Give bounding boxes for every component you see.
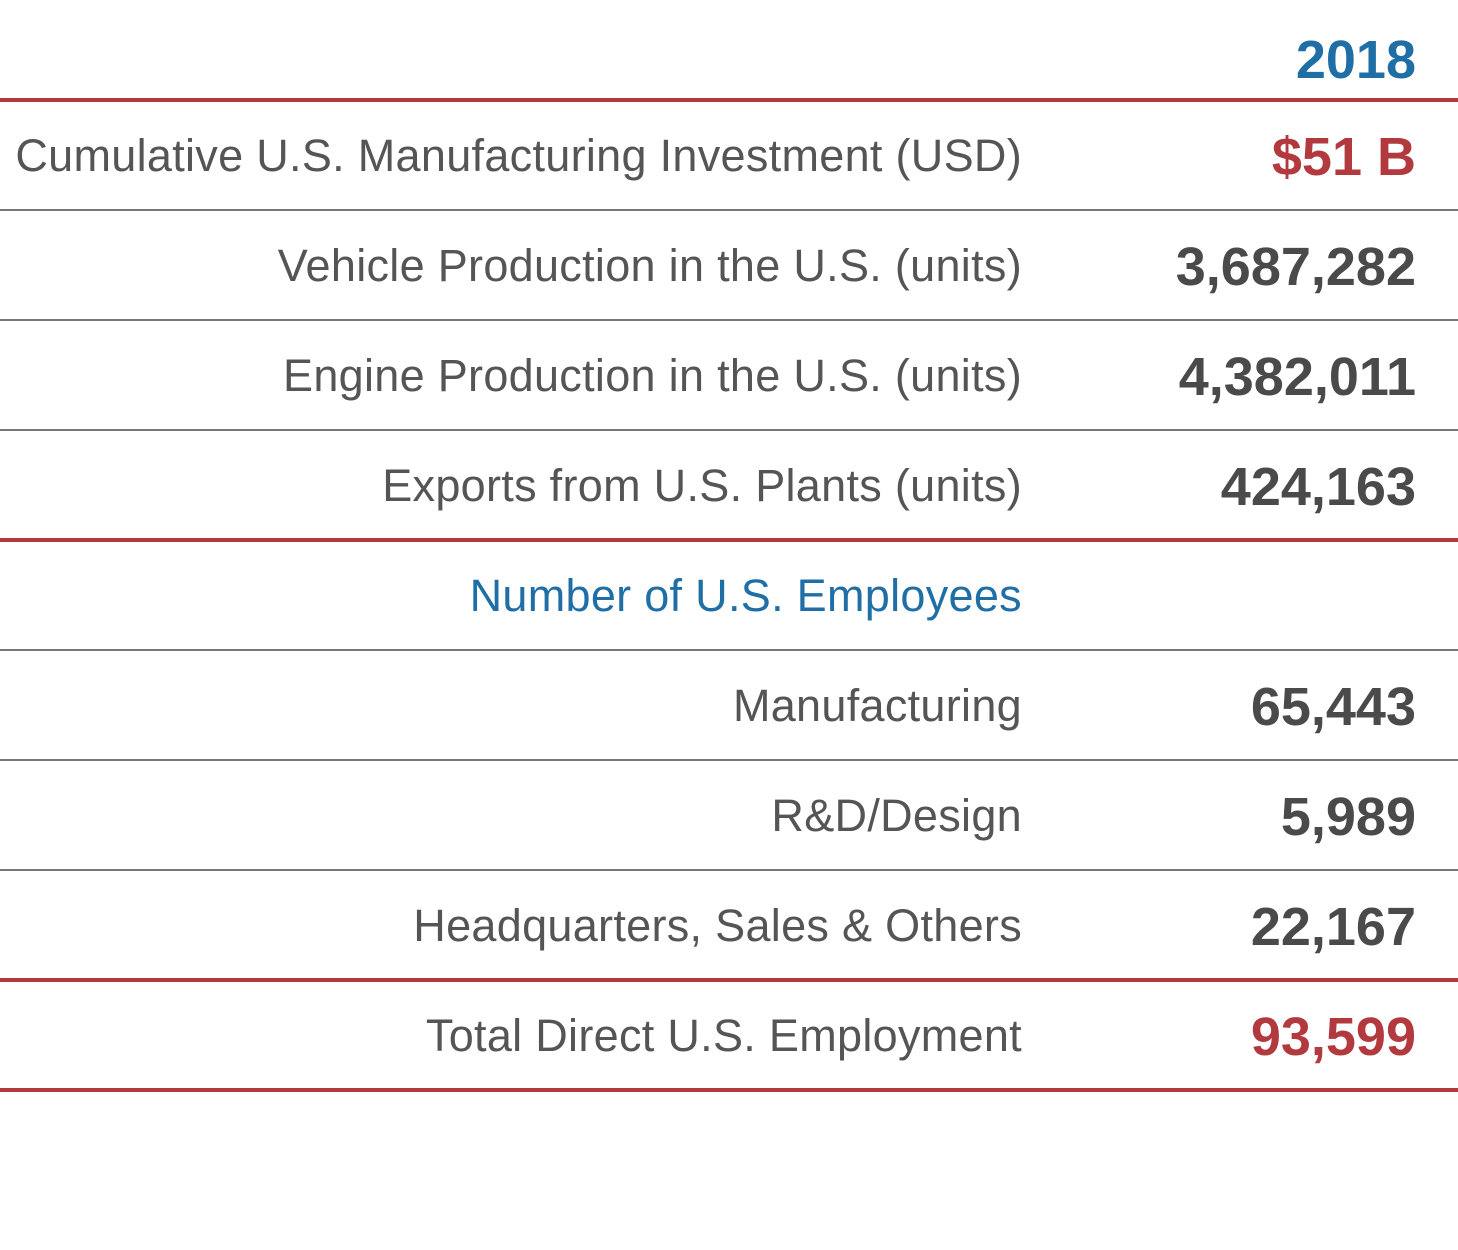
row-label: R&D/Design xyxy=(771,790,1022,841)
row-label: Vehicle Production in the U.S. (units) xyxy=(277,240,1022,291)
row-value: $51 B xyxy=(1271,127,1416,187)
table-row: Vehicle Production in the U.S. (units) 3,… xyxy=(0,210,1458,320)
row-label: Engine Production in the U.S. (units) xyxy=(283,350,1022,401)
row-label: Total Direct U.S. Employment xyxy=(425,1010,1022,1061)
table-row: Total Direct U.S. Employment 93,599 xyxy=(0,980,1458,1090)
divider-thick xyxy=(0,538,1458,542)
divider-thin xyxy=(0,649,1458,651)
row-value: 22,167 xyxy=(1250,897,1416,957)
divider-thick xyxy=(0,98,1458,102)
table-row: Manufacturing 65,443 xyxy=(0,650,1458,760)
row-value: 93,599 xyxy=(1250,1007,1416,1067)
table-row: Headquarters, Sales & Others 22,167 xyxy=(0,870,1458,980)
section-label: Number of U.S. Employees xyxy=(469,570,1022,621)
row-value: 4,382,011 xyxy=(1178,347,1416,407)
divider-thick xyxy=(0,1088,1458,1092)
table-row: Number of U.S. Employees xyxy=(0,540,1458,650)
column-header-year: 2018 xyxy=(1295,30,1416,90)
header-row: 2018 xyxy=(0,0,1458,100)
table-row: Exports from U.S. Plants (units) 424,163 xyxy=(0,430,1458,540)
table-row: Cumulative U.S. Manufacturing Investment… xyxy=(0,100,1458,210)
divider-thin xyxy=(0,319,1458,321)
row-label: Cumulative U.S. Manufacturing Investment… xyxy=(15,130,1022,181)
row-label: Headquarters, Sales & Others xyxy=(413,900,1022,951)
row-value: 5,989 xyxy=(1280,787,1416,847)
row-label: Exports from U.S. Plants (units) xyxy=(382,460,1022,511)
row-value: 3,687,282 xyxy=(1175,237,1416,297)
divider-thin xyxy=(0,429,1458,431)
divider-thin xyxy=(0,209,1458,211)
divider-thin xyxy=(0,759,1458,761)
table-row: Engine Production in the U.S. (units) 4,3… xyxy=(0,320,1458,430)
divider-thin xyxy=(0,869,1458,871)
row-value: 65,443 xyxy=(1250,677,1416,737)
table-row: R&D/Design 5,989 xyxy=(0,760,1458,870)
divider-thick xyxy=(0,978,1458,982)
row-value: 424,163 xyxy=(1220,457,1416,517)
row-label: Manufacturing xyxy=(732,680,1022,731)
